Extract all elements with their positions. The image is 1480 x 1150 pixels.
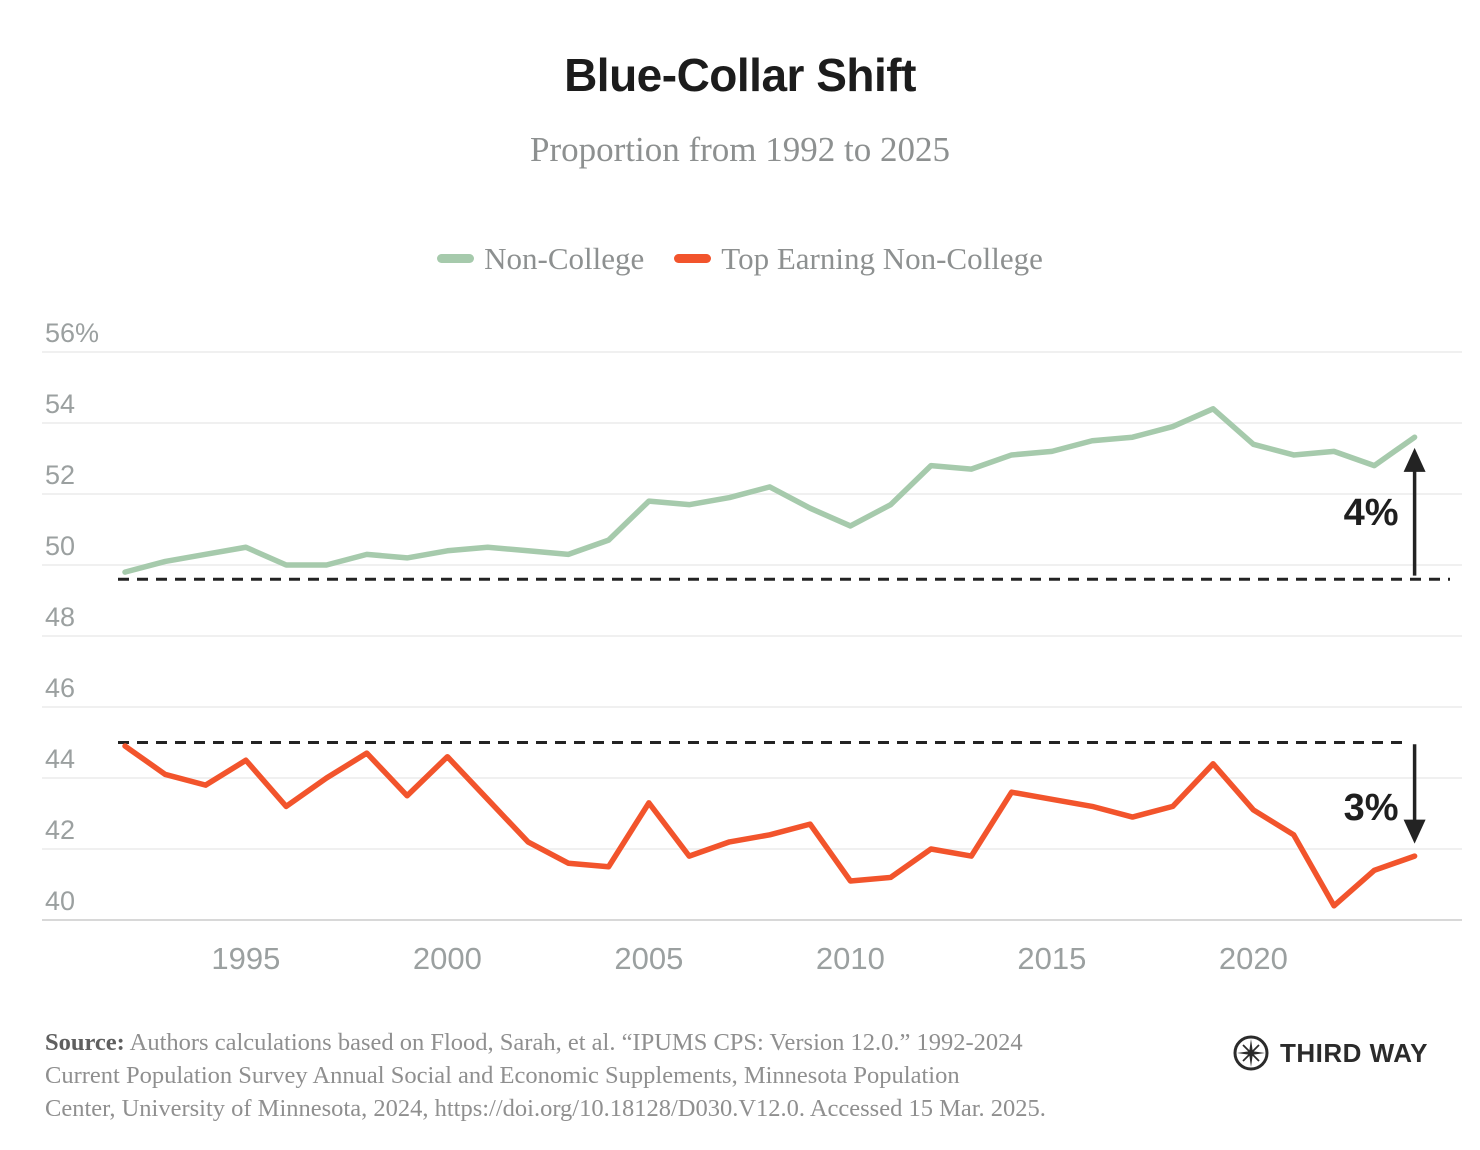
x-axis-tick-label: 2000 bbox=[413, 941, 482, 976]
third-way-logo: THIRD WAY bbox=[1232, 1034, 1428, 1072]
y-axis-tick-label: 46 bbox=[45, 673, 75, 703]
legend-label-top-earning: Top Earning Non-College bbox=[721, 241, 1043, 276]
series-line-non-college bbox=[122, 406, 1418, 575]
legend-swatch-top-earning-icon bbox=[674, 254, 712, 263]
compass-icon bbox=[1233, 1035, 1269, 1071]
source-line-2: Current Population Survey Annual Social … bbox=[45, 1062, 960, 1089]
legend-swatch-non-college-icon bbox=[437, 254, 475, 263]
change-label-4pct: 4% bbox=[1344, 492, 1399, 534]
logo-text: THIRD WAY bbox=[1280, 1037, 1428, 1068]
chart-subtitle: Proportion from 1992 to 2025 bbox=[530, 130, 950, 169]
y-axis-tick-label: 42 bbox=[45, 815, 75, 845]
y-axis-tick-label: 44 bbox=[45, 744, 75, 774]
x-axis-tick-label: 2015 bbox=[1017, 941, 1086, 976]
change-label-3pct: 3% bbox=[1344, 787, 1399, 829]
y-axis-tick-label: 56% bbox=[45, 318, 99, 348]
series-line-top-earning-non-college bbox=[122, 743, 1418, 909]
source-label: Source: bbox=[45, 1029, 125, 1056]
change-arrow-up-head-icon bbox=[1403, 447, 1426, 472]
change-arrow-down-head-icon bbox=[1403, 819, 1426, 844]
y-axis-tick-label: 52 bbox=[45, 460, 75, 490]
y-axis-tick-label: 40 bbox=[45, 886, 75, 916]
x-axis-tick-label: 1995 bbox=[211, 941, 280, 976]
legend-item-non-college: Non-College bbox=[437, 243, 644, 274]
legend-label-non-college: Non-College bbox=[484, 241, 645, 276]
x-axis-tick-label: 2020 bbox=[1219, 941, 1288, 976]
y-axis-tick-label: 48 bbox=[45, 602, 75, 632]
x-axis-tick-label: 2010 bbox=[816, 941, 885, 976]
source-note: Source: Authors calculations based on Fl… bbox=[45, 1026, 1165, 1125]
legend-item-top-earning: Top Earning Non-College bbox=[674, 243, 1043, 274]
source-line-3: Center, University of Minnesota, 2024, h… bbox=[45, 1095, 1046, 1122]
chart-title: Blue-Collar Shift bbox=[564, 49, 916, 101]
legend: Non-College Top Earning Non-College bbox=[0, 243, 1480, 274]
y-axis-tick-label: 54 bbox=[45, 389, 75, 419]
y-axis-tick-label: 50 bbox=[45, 531, 75, 561]
source-line-1: Authors calculations based on Flood, Sar… bbox=[129, 1029, 1023, 1056]
x-axis-tick-label: 2005 bbox=[614, 941, 683, 976]
